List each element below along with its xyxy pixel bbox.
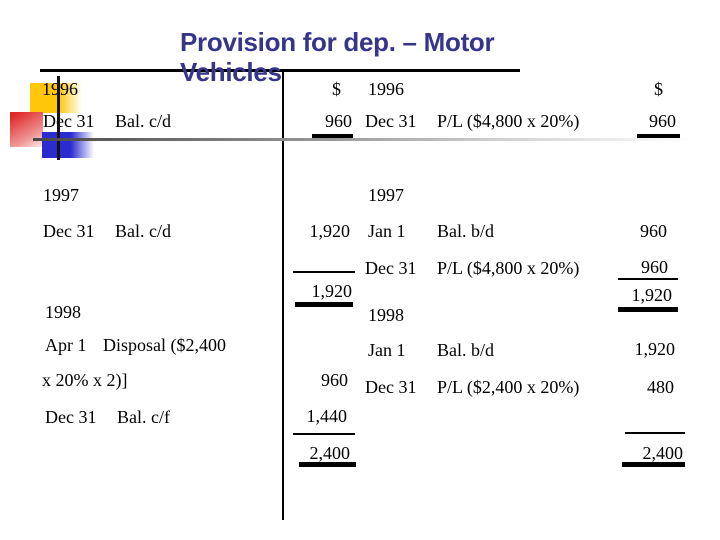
credit-row-date: Dec 31 [365,111,417,131]
credit-row-desc: P/L ($4,800 x 20%) [437,258,580,278]
credit-1997-total-underline [618,307,678,312]
debit-row-amount: 960 [321,370,348,390]
credit-row-date: Jan 1 [368,340,406,360]
debit-1998-total: 2,400 [309,443,351,463]
debit-currency-symbol: $ [332,79,341,99]
credit-year-1997: 1997 [368,185,404,205]
credit-1998-total: 2,400 [642,443,684,463]
credit-1998-total-underline [622,462,685,467]
debit-row-desc: Bal. c/f [117,407,170,427]
debit-row-date: Apr 1 [45,335,87,355]
account-divider-line [282,70,284,520]
credit-row-amount: 960 [640,221,667,241]
credit-1998-total-topline [625,432,685,434]
debit-year-1996: 1996 [42,79,78,99]
credit-row-date: Dec 31 [365,258,417,278]
debit-row-desc: Disposal ($2,400 [103,335,226,355]
credit-currency-symbol: $ [654,79,663,99]
credit-row-date: Jan 1 [368,221,406,241]
debit-1997-total-underline [295,302,353,307]
credit-row-amount: 960 [641,257,668,277]
credit-row-desc: Bal. b/d [437,340,494,360]
credit-year-1996: 1996 [368,79,404,99]
credit-1997-total-topline [618,278,678,280]
debit-row-date: Dec 31 [43,111,95,131]
debit-year-1998: 1998 [45,302,81,322]
debit-row-amount: 1,920 [309,221,351,241]
debit-row-desc: Bal. c/d [115,111,171,131]
debit-row-amount: 960 [325,111,352,131]
logo-blue-square [42,132,94,158]
debit-1997-total-topline [293,271,355,273]
debit-1996-total-underline [312,134,353,138]
debit-row-date: Dec 31 [45,407,97,427]
logo-vertical-line [57,76,60,160]
slide-title-line1: Provision for dep. – Motor [180,27,495,57]
debit-1997-total: 1,920 [311,281,353,301]
credit-row-desc: P/L ($4,800 x 20%) [437,111,580,131]
debit-row-desc: Bal. c/d [115,221,171,241]
credit-row-desc: P/L ($2,400 x 20%) [437,377,580,397]
debit-row-date: Dec 31 [43,221,95,241]
horizontal-gray-rule [33,138,695,141]
slide-title-line2: Vehicles [180,57,282,87]
credit-row-amount: 480 [647,377,674,397]
credit-row-amount: 960 [649,111,676,131]
debit-row-amount: 1,440 [306,406,348,426]
credit-1997-total: 1,920 [631,285,673,305]
title-underline [40,69,520,72]
debit-1998-total-topline [293,433,355,435]
debit-row-desc-wrap: x 20% x 2)] [42,370,128,390]
logo-yellow-square [30,83,82,113]
logo-red-square [10,112,43,147]
credit-year-1998: 1998 [368,305,404,325]
credit-row-desc: Bal. b/d [437,221,494,241]
debit-1998-total-underline [299,462,356,467]
debit-year-1997: 1997 [43,185,79,205]
credit-row-amount: 1,920 [634,339,676,359]
credit-1996-total-underline [637,134,680,138]
credit-row-date: Dec 31 [365,377,417,397]
